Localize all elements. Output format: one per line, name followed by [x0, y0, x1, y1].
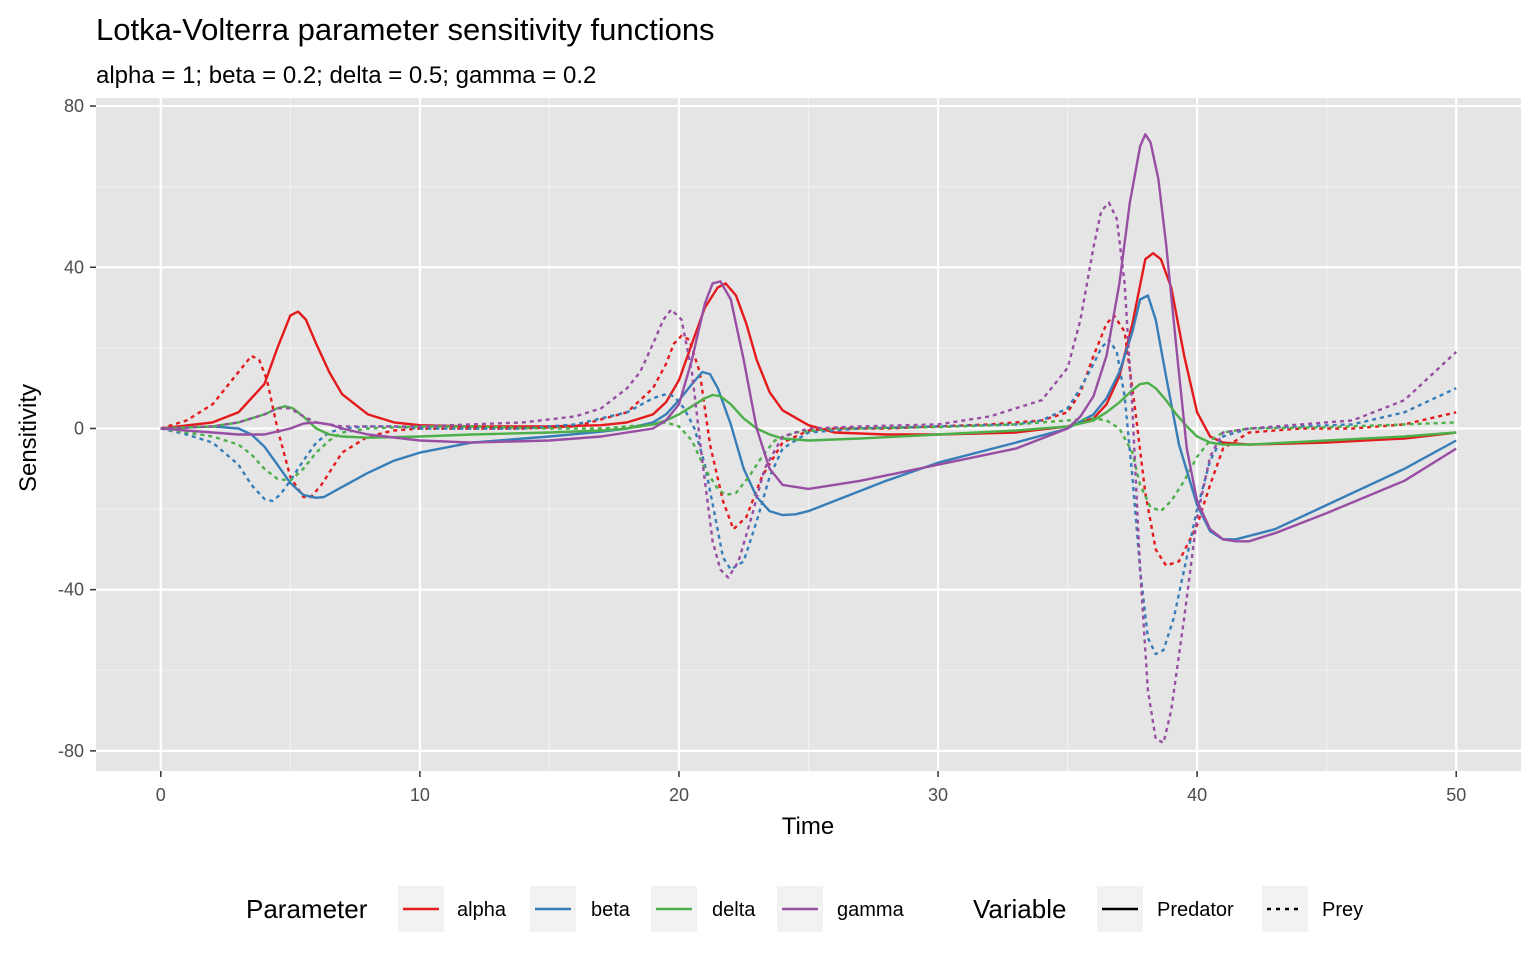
x-tick-label: 20 [669, 785, 689, 805]
y-axis-ticks: -80 -40 0 40 80 [58, 96, 96, 761]
series-line-gamma-predator [160, 133, 1457, 543]
series-line-beta-prey [160, 338, 1457, 656]
legend-title-variable: Variable [973, 894, 1066, 924]
series-line-beta-predator [160, 294, 1457, 541]
x-tick-label: 50 [1446, 785, 1466, 805]
legend: Parameter alpha beta delta gamma Variabl… [246, 886, 1363, 932]
x-tick-label: 10 [410, 785, 430, 805]
y-axis-title: Sensitivity [15, 384, 42, 492]
x-axis-ticks: 0 10 20 30 40 50 [156, 771, 1466, 805]
legend-item-prey: Prey [1262, 886, 1363, 932]
series-line-gamma-prey [160, 201, 1458, 744]
chart-subtitle: alpha = 1; beta = 0.2; delta = 0.5; gamm… [96, 62, 596, 89]
legend-label-beta: beta [591, 899, 631, 921]
major-gridlines [96, 98, 1521, 771]
legend-item-predator: Predator [1097, 886, 1234, 932]
legend-label-prey: Prey [1322, 899, 1363, 921]
y-tick-label: 40 [64, 257, 84, 277]
chart-title: Lotka-Volterra parameter sensitivity fun… [96, 12, 715, 47]
x-tick-label: 0 [156, 785, 166, 805]
legend-item-gamma: gamma [777, 886, 905, 932]
y-tick-label: 0 [74, 418, 84, 438]
legend-item-beta: beta [530, 886, 631, 932]
legend-title-parameter: Parameter [246, 894, 368, 924]
y-tick-label: 80 [64, 96, 84, 116]
x-tick-label: 40 [1187, 785, 1207, 805]
minor-gridlines [96, 98, 1521, 771]
series-line-delta-predator [160, 381, 1457, 446]
x-axis-title: Time [782, 813, 834, 840]
legend-label-alpha: alpha [457, 899, 507, 921]
series-line-delta-prey [160, 417, 1457, 513]
series-lines [160, 133, 1458, 744]
legend-label-delta: delta [712, 899, 756, 921]
legend-item-delta: delta [651, 886, 756, 932]
series-line-alpha-predator [160, 251, 1457, 446]
legend-item-alpha: alpha [398, 886, 507, 932]
legend-label-predator: Predator [1157, 899, 1234, 921]
y-tick-label: -80 [58, 741, 84, 761]
x-tick-label: 30 [928, 785, 948, 805]
legend-label-gamma: gamma [837, 899, 905, 921]
y-tick-label: -40 [58, 580, 84, 600]
